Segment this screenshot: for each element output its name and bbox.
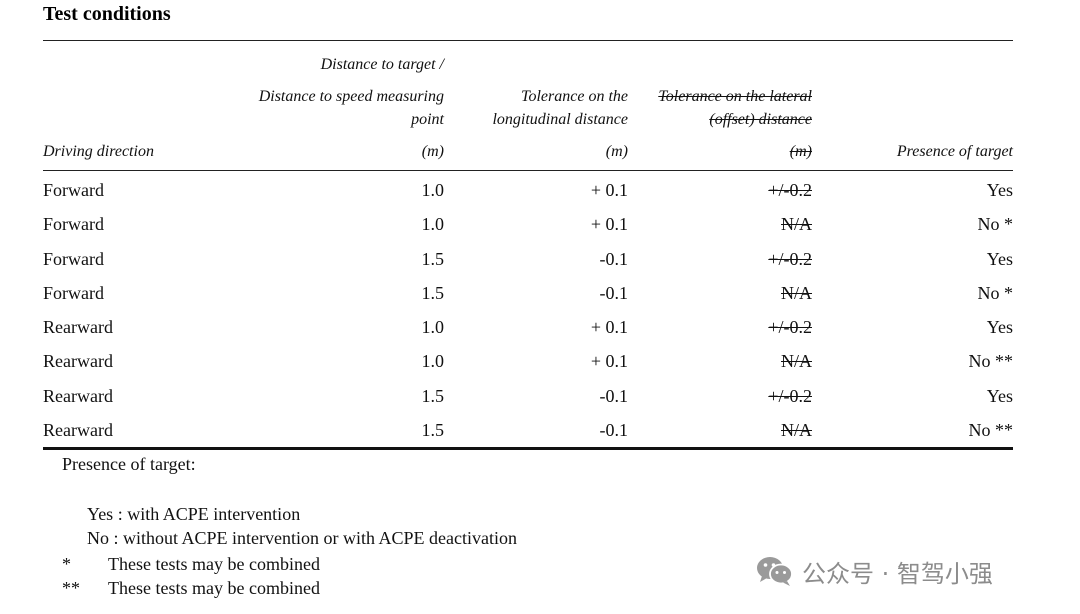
note-no: No : without ACPE intervention or with A… — [87, 528, 517, 548]
cell-distance: 1.5 — [421, 249, 445, 269]
cell-direction: Forward — [43, 283, 104, 303]
cell-direction: Rearward — [43, 386, 113, 406]
watermark: 公众号 · 智驾小强 — [756, 553, 993, 589]
header-lat-tol-line1: Tolerance on the lateral — [658, 88, 812, 105]
cell-longitudinal-tolerance: + 0.1 — [590, 214, 628, 234]
header-lateral-tolerance: Tolerance on the lateral (offset) distan… — [658, 85, 812, 163]
cell-direction: Rearward — [43, 317, 113, 337]
header-driving-direction: Driving direction — [43, 140, 154, 163]
cell-presence: No * — [977, 214, 1014, 234]
cell-lateral-tolerance: +/-0.2 — [768, 317, 812, 337]
cell-direction: Rearward — [43, 420, 113, 440]
header-lat-tol-line2: (offset) distance — [709, 111, 812, 128]
cell-longitudinal-tolerance: + 0.1 — [590, 351, 628, 371]
cell-longitudinal-tolerance: -0.1 — [599, 386, 629, 406]
cell-presence: Yes — [986, 317, 1013, 337]
cell-direction: Rearward — [43, 351, 113, 371]
cell-direction: Forward — [43, 214, 104, 234]
cell-distance: 1.0 — [421, 351, 445, 371]
note-star2-mark: ** — [62, 578, 80, 598]
notes-heading: Presence of target: — [62, 454, 196, 474]
header-presence: Presence of target — [897, 140, 1013, 163]
cell-longitudinal-tolerance: + 0.1 — [590, 180, 628, 200]
header-long-tol-line1: Tolerance on the — [521, 88, 628, 105]
cell-distance: 1.5 — [421, 420, 445, 440]
cell-direction: Forward — [43, 180, 104, 200]
cell-presence: Yes — [986, 180, 1013, 200]
note-star1-text: These tests may be combined — [108, 554, 320, 574]
table-bottom-rule — [43, 447, 1013, 450]
header-rule — [43, 170, 1013, 171]
cell-presence: No ** — [968, 420, 1014, 440]
cell-lateral-tolerance: N/A — [781, 351, 812, 371]
watermark-text: 公众号 · 智驾小强 — [802, 559, 993, 588]
cell-presence: No * — [977, 283, 1014, 303]
header-presence-label: Presence of target — [896, 143, 1013, 160]
note-yes: Yes : with ACPE intervention — [87, 504, 301, 524]
header-distance-line2: Distance to speed measuring — [258, 88, 444, 105]
header-distance: Distance to target / Distance to speed m… — [259, 53, 444, 163]
header-distance-unit: (m) — [421, 143, 444, 160]
cell-longitudinal-tolerance: -0.1 — [599, 283, 629, 303]
cell-distance: 1.0 — [421, 317, 445, 337]
wechat-icon — [757, 557, 793, 586]
header-distance-line3: point — [411, 111, 444, 128]
header-long-tol-unit: (m) — [605, 143, 628, 160]
cell-lateral-tolerance: N/A — [781, 420, 812, 440]
header-distance-line1: Distance to target / — [320, 56, 444, 73]
cell-lateral-tolerance: +/-0.2 — [768, 180, 812, 200]
cell-lateral-tolerance: N/A — [781, 283, 812, 303]
note-star1-mark: * — [62, 554, 71, 574]
header-driving-direction-label: Driving direction — [43, 143, 154, 160]
table-top-rule — [43, 40, 1013, 41]
section-title: Test conditions — [43, 3, 171, 25]
cell-presence: Yes — [986, 249, 1013, 269]
note-star2-text: These tests may be combined — [108, 578, 320, 598]
cell-longitudinal-tolerance: -0.1 — [599, 420, 629, 440]
header-longitudinal-tolerance: Tolerance on the longitudinal distance (… — [492, 85, 628, 163]
cell-longitudinal-tolerance: + 0.1 — [590, 317, 628, 337]
cell-distance: 1.5 — [421, 386, 445, 406]
cell-lateral-tolerance: +/-0.2 — [768, 386, 812, 406]
cell-longitudinal-tolerance: -0.1 — [599, 249, 629, 269]
cell-distance: 1.0 — [421, 214, 445, 234]
cell-direction: Forward — [43, 249, 104, 269]
header-long-tol-line2: longitudinal distance — [492, 111, 628, 128]
cell-distance: 1.0 — [421, 180, 445, 200]
cell-presence: No ** — [968, 351, 1014, 371]
cell-lateral-tolerance: N/A — [781, 214, 812, 234]
cell-lateral-tolerance: +/-0.2 — [768, 249, 812, 269]
cell-distance: 1.5 — [421, 283, 445, 303]
cell-presence: Yes — [986, 386, 1013, 406]
header-lat-tol-unit: (m) — [789, 143, 812, 160]
